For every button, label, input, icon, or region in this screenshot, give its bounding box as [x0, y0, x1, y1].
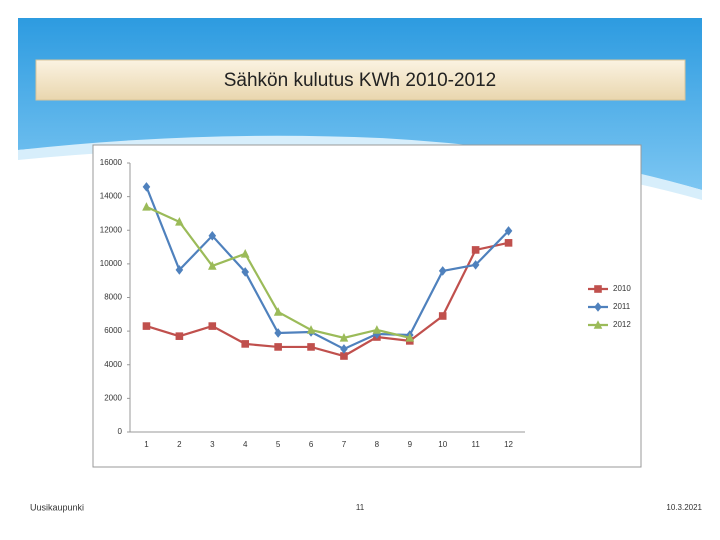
- marker: [175, 265, 184, 275]
- marker: [273, 307, 283, 316]
- marker: [594, 285, 602, 293]
- title-box: [35, 59, 686, 101]
- marker: [241, 340, 250, 348]
- marker: [340, 352, 348, 360]
- marker: [274, 328, 282, 338]
- x-tick-label: 4: [243, 440, 248, 449]
- chart-box: [92, 144, 642, 468]
- legend-label: 2012: [613, 320, 631, 329]
- x-tick-label: 1: [144, 440, 149, 449]
- y-tick-label: 14000: [100, 192, 123, 201]
- y-tick-label: 16000: [100, 158, 123, 167]
- marker: [306, 325, 316, 334]
- marker: [208, 230, 217, 241]
- y-tick-label: 0: [118, 427, 123, 436]
- marker: [208, 322, 217, 330]
- marker: [175, 332, 184, 340]
- footer-center: 11: [356, 503, 365, 512]
- y-tick-label: 8000: [104, 293, 122, 302]
- x-tick-label: 10: [438, 440, 447, 449]
- x-tick-label: 2: [177, 440, 182, 449]
- y-tick-label: 4000: [104, 360, 122, 369]
- marker: [504, 226, 513, 236]
- marker: [340, 344, 348, 354]
- marker: [372, 325, 382, 334]
- series-line: [146, 241, 509, 358]
- chart-title: Sähkön kulutus KWh 2010-2012: [224, 70, 497, 91]
- y-tick-label: 12000: [100, 225, 123, 234]
- marker: [593, 320, 603, 329]
- marker: [471, 246, 480, 254]
- marker: [207, 261, 217, 270]
- marker: [241, 267, 250, 277]
- marker: [405, 333, 415, 342]
- x-tick-label: 5: [276, 440, 281, 449]
- marker: [504, 239, 513, 247]
- x-tick-label: 6: [309, 440, 314, 449]
- marker: [240, 248, 250, 258]
- series-line: [145, 186, 510, 351]
- marker: [142, 322, 151, 330]
- footer-left: Uusikaupunki: [30, 502, 84, 512]
- marker: [274, 343, 282, 351]
- marker: [142, 202, 151, 211]
- legend-label: 2010: [613, 284, 631, 293]
- marker: [438, 266, 447, 276]
- marker: [142, 182, 151, 192]
- x-tick-label: 12: [504, 440, 513, 449]
- y-tick-label: 6000: [104, 326, 122, 335]
- x-tick-label: 11: [471, 440, 480, 449]
- marker: [307, 343, 315, 351]
- y-tick-label: 10000: [100, 259, 123, 268]
- footer-right: 10.3.2021: [666, 503, 702, 512]
- marker: [175, 217, 184, 226]
- x-tick-label: 9: [408, 440, 413, 449]
- x-tick-label: 7: [342, 440, 347, 449]
- legend-label: 2011: [613, 302, 631, 311]
- marker: [594, 302, 602, 312]
- x-tick-label: 8: [375, 440, 380, 449]
- x-tick-label: 3: [210, 440, 215, 449]
- marker: [438, 312, 447, 320]
- marker: [339, 333, 349, 342]
- y-tick-label: 2000: [104, 393, 122, 402]
- marker: [471, 260, 480, 270]
